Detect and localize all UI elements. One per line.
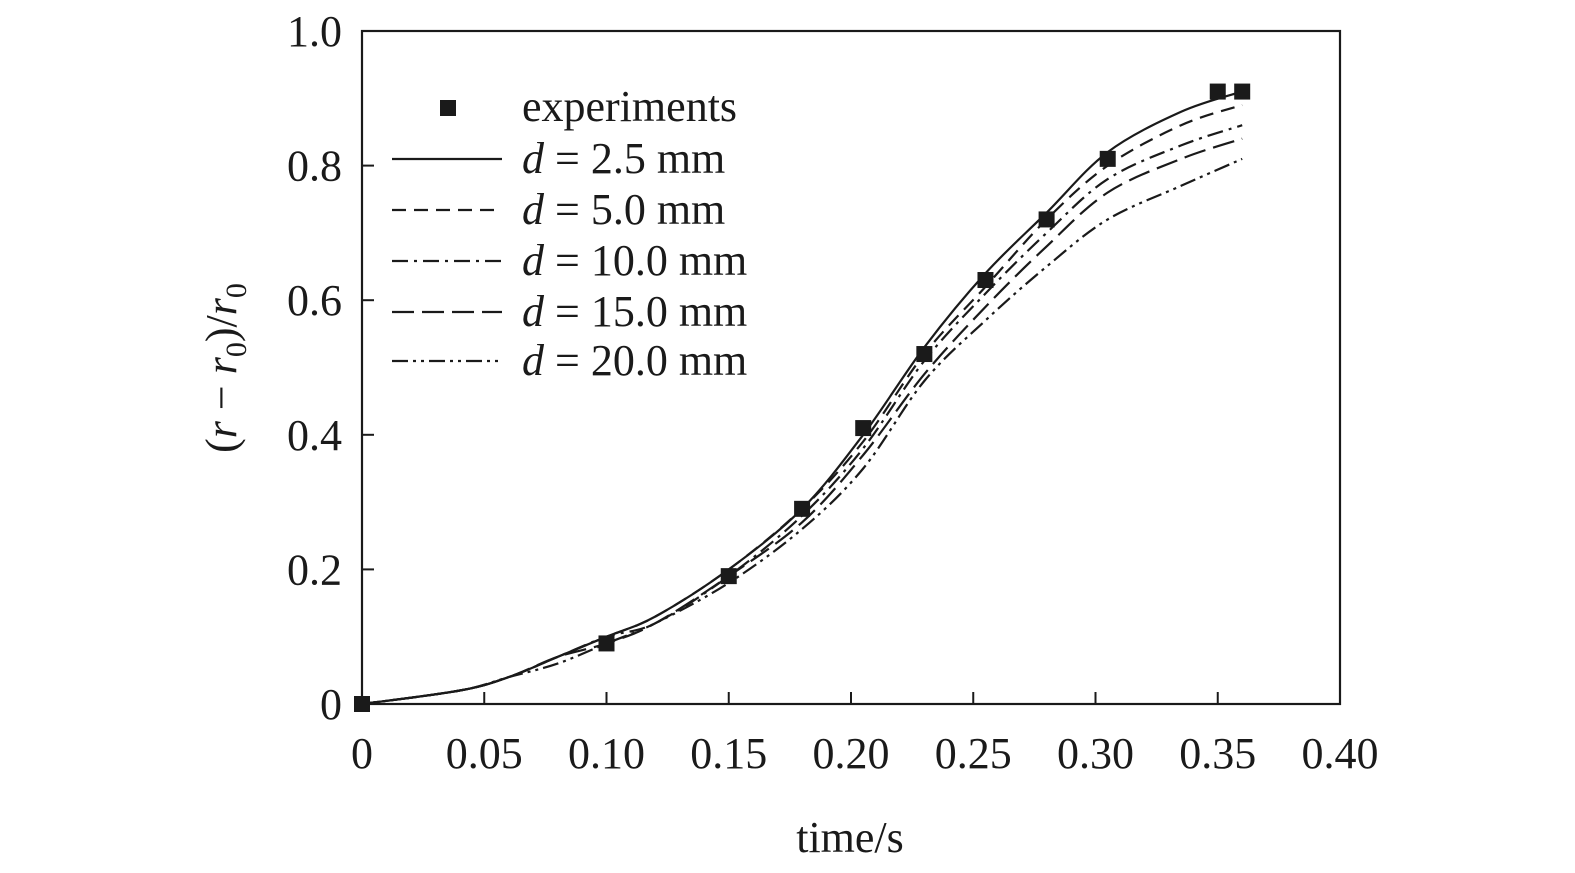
legend-label-d-15-0: d = 15.0 mm (522, 287, 747, 336)
legend-entry-d-20-0: d = 20.0 mm (392, 336, 747, 385)
y-axis: 0 0.2 0.4 0.6 0.8 1.0 (287, 7, 374, 729)
x-axis: 0 0.05 0.10 0.15 0.20 0.25 0.30 0.35 0.40 (351, 692, 1379, 778)
legend-label-d-2-5: d = 2.5 mm (522, 134, 725, 183)
x-axis-label: time/s (796, 813, 904, 862)
plot-area (360, 29, 1342, 706)
legend-label-d-5-0: d = 5.0 mm (522, 185, 725, 234)
experiment-point (720, 568, 737, 585)
x-tick-label: 0.25 (935, 729, 1012, 778)
experiment-point (977, 272, 994, 289)
y-tick-label: 0.2 (287, 545, 342, 594)
x-tick-label: 0.35 (1179, 729, 1256, 778)
y-tick-label: 0.8 (287, 142, 342, 191)
x-tick-label: 0.30 (1057, 729, 1134, 778)
plot-frame (360, 29, 1342, 706)
legend-entry-d-2-5: d = 2.5 mm (392, 134, 725, 183)
experiment-point (1099, 150, 1116, 167)
y-tick-label: 0.6 (287, 276, 342, 325)
x-tick-label: 0 (351, 729, 373, 778)
y-tick-label: 1.0 (287, 7, 342, 56)
y-tick-label: 0 (320, 680, 342, 729)
x-tick-label: 0.20 (813, 729, 890, 778)
experiment-point (598, 635, 615, 652)
experiment-point (794, 500, 811, 517)
legend-label-d-20-0: d = 20.0 mm (522, 336, 747, 385)
legend-marker-experiments (440, 100, 456, 116)
series-line-1 (361, 103, 1243, 706)
experiment-point (1234, 83, 1251, 100)
y-tick-label: 0.4 (287, 411, 342, 460)
series-line-3 (361, 137, 1243, 706)
x-tick-label: 0.40 (1302, 729, 1379, 778)
legend-entry-d-10-0: d = 10.0 mm (392, 236, 747, 285)
x-tick-label: 0.15 (690, 729, 767, 778)
experiment-point (855, 420, 872, 437)
y-axis-label: (r − r0)/r0 (197, 283, 253, 453)
x-tick-label: 0.10 (568, 729, 645, 778)
legend-entry-d-15-0: d = 15.0 mm (392, 287, 747, 336)
experiment-point (1209, 83, 1226, 100)
series-line-0 (361, 90, 1243, 706)
experiment-point (1038, 211, 1055, 228)
experiment-markers (354, 83, 1251, 712)
series-line-4 (361, 157, 1243, 706)
x-tick-label: 0.05 (446, 729, 523, 778)
series-line-2 (361, 124, 1243, 706)
legend-label-d-10-0: d = 10.0 mm (522, 236, 747, 285)
series-lines (361, 90, 1243, 706)
legend: experiments d = 2.5 mm d = 5.0 mm d = 10… (392, 82, 747, 385)
legend-entry-d-5-0: d = 5.0 mm (392, 185, 725, 234)
legend-label-experiments: experiments (522, 82, 737, 131)
experiment-point (916, 346, 933, 363)
